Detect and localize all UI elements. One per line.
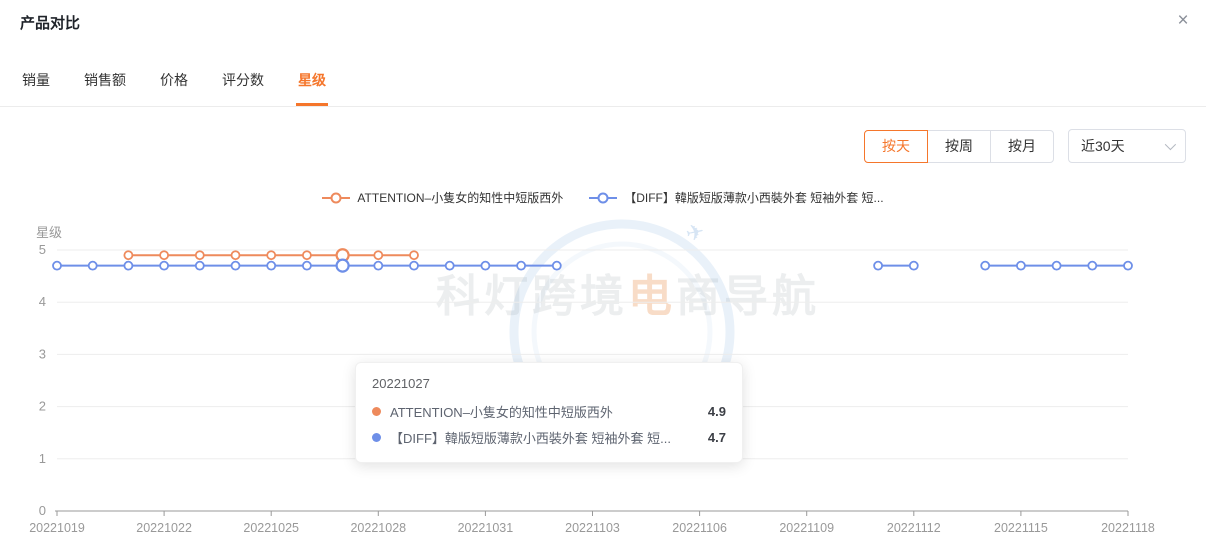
y-axis-title: 星级 [36,225,63,240]
data-point[interactable] [480,260,491,271]
tooltip-series-value: 4.7 [707,430,726,445]
granularity-month-button[interactable]: 按月 [990,129,1054,163]
y-axis-tick-label: 5 [39,242,46,257]
data-point[interactable] [301,250,312,261]
data-point[interactable] [159,260,170,271]
data-point[interactable] [1087,260,1098,271]
data-point[interactable] [373,250,384,261]
data-point[interactable] [123,250,134,261]
x-axis-tick-label: 20221025 [243,521,299,535]
data-point[interactable] [301,260,312,271]
tab-rating-count[interactable]: 评分数 [222,72,264,88]
x-axis-tick-label: 20221109 [779,521,834,535]
data-point[interactable] [444,260,455,271]
x-axis-tick-label: 20221031 [458,521,514,535]
x-axis-tick-label: 20221103 [565,521,620,535]
series-dot-icon [372,433,381,442]
data-point-hovered[interactable] [335,258,350,273]
close-icon: × [1177,10,1189,31]
series-dot-icon [372,407,381,416]
tooltip-row: 【DIFF】韓版短版薄款小西裝外套 短袖外套 短... 4.7 [372,428,726,447]
data-point[interactable] [52,260,62,271]
date-range-select[interactable]: 近30天 [1068,129,1186,163]
granularity-day-button[interactable]: 按天 [864,129,928,163]
series-0 [123,248,419,263]
legend-item-0[interactable]: ATTENTION–小隻女的知性中短版西外 [322,189,563,206]
data-point[interactable] [230,260,241,271]
data-point[interactable] [1051,260,1062,271]
x-axis-tick-label: 20221112 [887,521,941,535]
x-axis-tick-label: 20221106 [672,521,727,535]
y-axis-tick-label: 2 [39,399,46,414]
tooltip-row: ATTENTION–小隻女的知性中短版西外 4.9 [372,402,726,421]
data-point[interactable] [194,250,205,261]
data-point[interactable] [980,260,991,271]
tooltip-date: 20221027 [372,376,430,391]
x-axis-tick-label: 20221115 [994,521,1048,535]
data-point[interactable] [1123,260,1133,271]
legend-line-marker-icon [322,192,351,203]
x-axis-tick-label: 20221022 [136,521,192,535]
data-point[interactable] [409,260,419,271]
data-point[interactable] [1016,260,1026,271]
y-axis-tick-label: 0 [39,503,46,518]
data-point[interactable] [409,250,419,261]
chart-legend: ATTENTION–小隻女的知性中短版西外 【DIFF】韓版短版薄款小西裝外套 短… [0,189,1206,206]
data-point[interactable] [194,260,205,271]
x-axis-tick-label: 20221028 [350,521,406,535]
legend-label: ATTENTION–小隻女的知性中短版西外 [357,191,564,205]
x-axis-tick-label: 20221118 [1101,521,1155,535]
x-axis-tick-label: 20221019 [29,521,85,535]
data-point[interactable] [266,250,277,261]
data-point[interactable] [908,260,919,271]
close-button[interactable]: × [1170,8,1196,34]
tab-sales-volume[interactable]: 销量 [22,72,50,88]
y-axis-tick-label: 1 [39,451,46,466]
series-1 [52,258,1133,273]
data-point[interactable] [230,250,241,261]
data-point[interactable] [159,250,170,261]
tab-sales-amount[interactable]: 销售额 [84,72,126,88]
y-axis-tick-label: 3 [39,346,46,361]
chart-controls: 按天 按周 按月 近30天 [864,129,1186,163]
tab-price[interactable]: 价格 [160,72,188,88]
tooltip-series-name: 【DIFF】韓版短版薄款小西裝外套 短袖外套 短... [390,431,671,446]
data-point[interactable] [266,260,277,271]
data-point[interactable] [873,260,883,271]
data-point[interactable] [373,260,384,271]
data-point[interactable] [87,260,98,271]
granularity-button-group: 按天 按周 按月 [864,129,1054,163]
data-point[interactable] [516,260,526,271]
data-point[interactable] [123,260,134,271]
legend-item-1[interactable]: 【DIFF】韓版短版薄款小西裝外套 短袖外套 短... [589,189,884,206]
legend-label: 【DIFF】韓版短版薄款小西裝外套 短袖外套 短... [624,191,884,205]
tab-bar: 销量 销售额 价格 评分数 星级 [0,66,1206,107]
y-axis-tick-label: 4 [39,294,46,309]
legend-line-marker-icon [589,192,618,203]
tooltip-series-value: 4.9 [707,404,726,419]
tab-star-rating[interactable]: 星级 [296,66,328,106]
data-point[interactable] [551,260,562,271]
chart-tooltip: 20221027 ATTENTION–小隻女的知性中短版西外 4.9 【DIFF】韓… [355,362,743,463]
page-title: 产品对比 [20,15,81,32]
date-range-value: 近30天 [1081,138,1125,154]
tooltip-series-name: ATTENTION–小隻女的知性中短版西外 [390,405,613,420]
